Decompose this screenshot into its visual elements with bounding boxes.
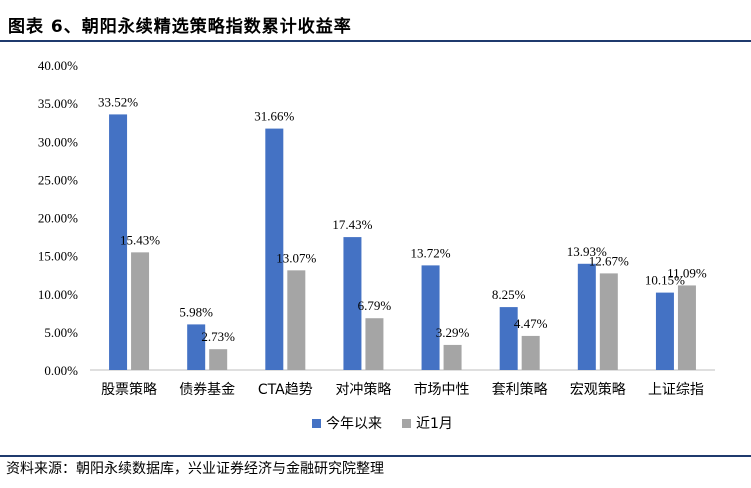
y-tick-label: 0.00%: [44, 363, 78, 378]
bar-1m-7: [677, 285, 696, 370]
bar-1m-4: [443, 344, 462, 370]
y-tick-label: 15.00%: [38, 249, 78, 264]
x-category-label: 上证综指: [648, 382, 704, 398]
x-category-label: 债券基金: [179, 381, 235, 398]
bar-ytd-1: [187, 324, 206, 370]
bar-ytd-3: [343, 237, 362, 370]
data-label-1m-4: 3.29%: [436, 325, 470, 340]
bar-ytd-4: [421, 265, 440, 370]
data-label-1m-2: 13.07%: [276, 250, 316, 265]
data-label-ytd-1: 5.98%: [179, 304, 213, 319]
bar-1m-5: [521, 335, 540, 370]
legend-swatch-1: [402, 419, 411, 428]
bar-1m-1: [209, 349, 228, 370]
data-label-ytd-0: 33.52%: [98, 94, 138, 109]
data-label-1m-0: 15.43%: [120, 232, 160, 247]
bar-1m-2: [287, 270, 306, 370]
x-category-label: 宏观策略: [570, 381, 626, 398]
legend-label-0: 今年以来: [326, 416, 382, 432]
legend-swatch-0: [312, 419, 321, 428]
title-bar: 图表 6、朝阳永续精选策略指数累计收益率: [0, 0, 751, 40]
y-tick-label: 20.00%: [38, 211, 78, 226]
bar-ytd-7: [655, 292, 674, 370]
x-category-label: CTA趋势: [258, 382, 313, 398]
x-category-label: 对冲策略: [335, 381, 391, 398]
page-title: 图表 6、朝阳永续精选策略指数累计收益率: [8, 17, 352, 37]
y-tick-label: 25.00%: [38, 172, 78, 187]
bar-ytd-5: [499, 307, 518, 370]
data-label-ytd-6: 13.93%: [567, 244, 607, 259]
bar-1m-6: [599, 273, 618, 370]
bar-ytd-6: [577, 263, 596, 370]
data-label-1m-6: 12.67%: [589, 253, 629, 268]
source-divider: [0, 455, 751, 457]
data-label-1m-7: 11.09%: [667, 265, 707, 280]
bar-1m-3: [365, 318, 384, 370]
y-tick-label: 40.00%: [38, 58, 78, 73]
data-label-1m-3: 6.79%: [358, 298, 392, 313]
data-label-1m-1: 2.73%: [201, 329, 235, 344]
x-category-label: 股票策略: [101, 381, 157, 398]
legend-label-1: 近1月: [416, 416, 453, 432]
bar-chart: 0.00% 5.00% 10.00% 15.00% 20.00% 25.00% 30.00%…: [38, 58, 715, 432]
x-category-label: 套利策略: [492, 381, 548, 398]
bar-ytd-2: [265, 128, 284, 370]
title-divider: [0, 40, 751, 42]
data-label-ytd-3: 17.43%: [332, 217, 372, 232]
y-tick-label: 10.00%: [38, 287, 78, 302]
source-note: 资料来源：朝阳永续数据库，兴业证券经济与金融研究院整理: [6, 461, 384, 477]
y-tick-label: 5.00%: [44, 325, 78, 340]
y-tick-label: 30.00%: [38, 134, 78, 149]
bar-ytd-0: [109, 114, 128, 370]
data-label-1m-5: 4.47%: [514, 316, 548, 331]
data-label-ytd-5: 8.25%: [492, 287, 526, 302]
data-label-ytd-7: 10.15%: [645, 273, 685, 288]
bar-1m-0: [131, 252, 150, 370]
y-tick-label: 35.00%: [38, 96, 78, 111]
data-label-ytd-2: 31.66%: [254, 109, 294, 124]
data-label-ytd-4: 13.72%: [411, 245, 451, 260]
x-category-label: 市场中性: [414, 381, 470, 398]
